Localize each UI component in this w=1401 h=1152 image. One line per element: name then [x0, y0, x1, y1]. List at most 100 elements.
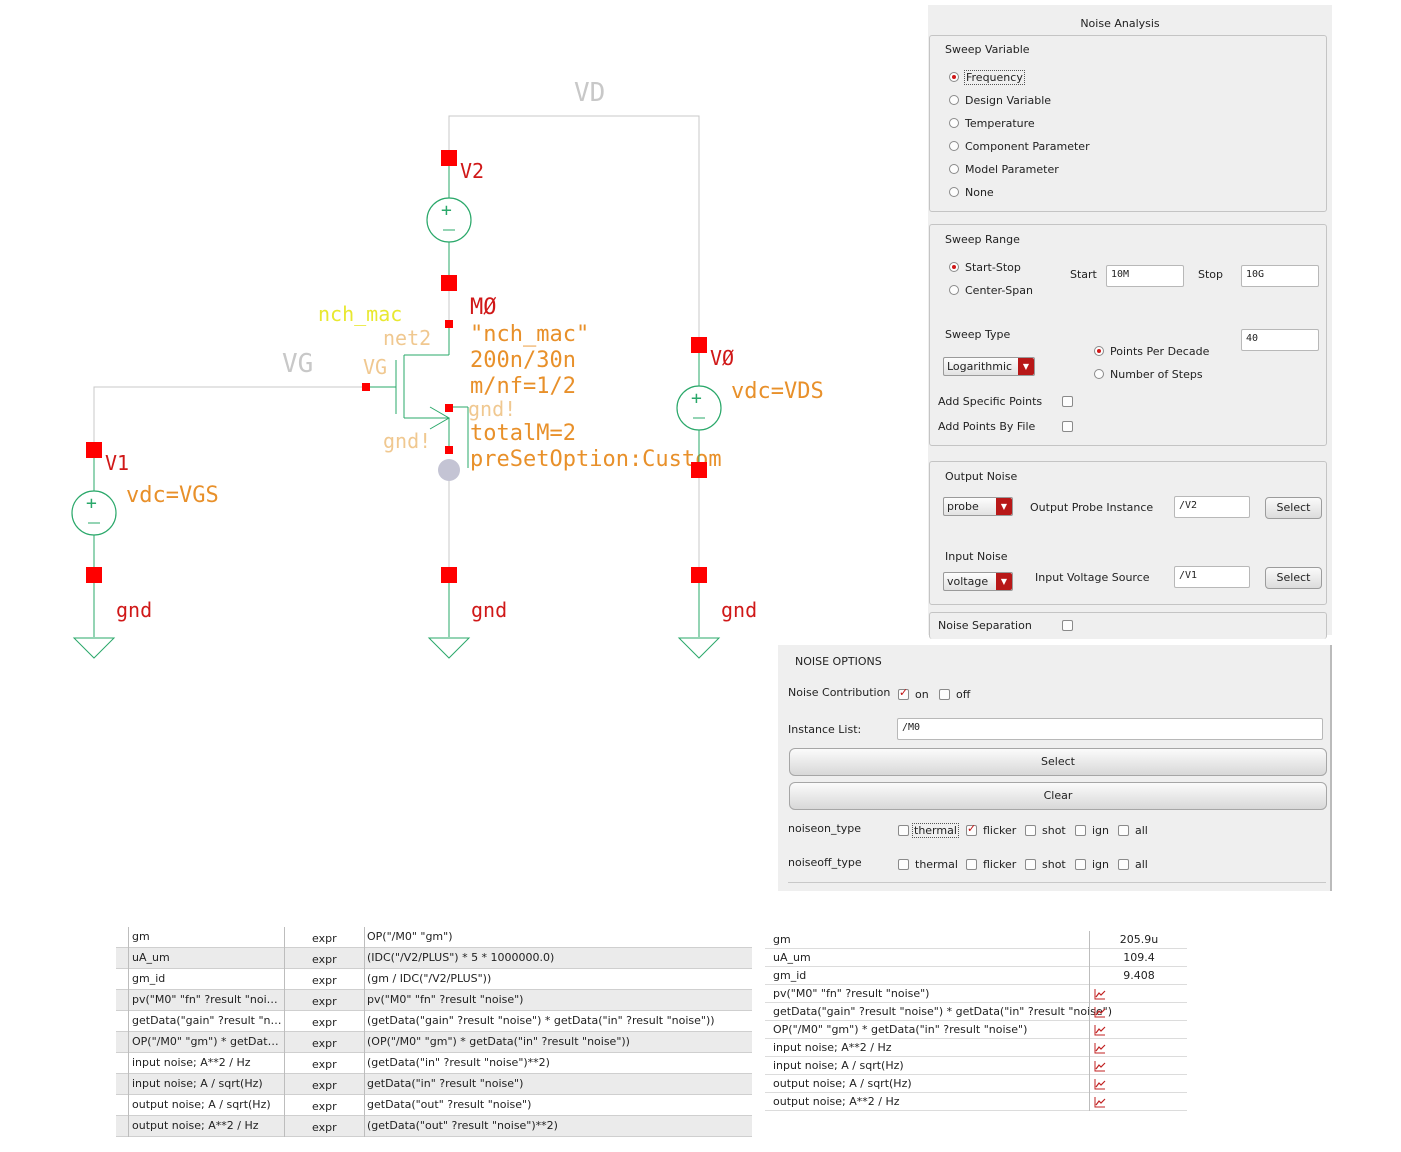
instance-clear-button[interactable]: Clear [789, 782, 1327, 810]
result-name-cell[interactable]: pv("M0" "fn" ?result "noise") [773, 987, 930, 1000]
input-source-select-button[interactable]: Select [1265, 567, 1322, 589]
checkbox-noiseon-shot[interactable] [1025, 825, 1036, 836]
label-design-variable[interactable]: Design Variable [965, 94, 1052, 107]
output-type-cell[interactable]: expr [312, 1121, 337, 1134]
instance-select-button[interactable]: Select [789, 748, 1327, 776]
output-probe-input[interactable]: /V2 [1174, 496, 1250, 518]
table-row[interactable]: uA_um expr (IDC("/V2/PLUS") * 5 * 1000000.… [116, 948, 752, 969]
output-expr-cell[interactable]: (IDC("/V2/PLUS") * 5 * 1000000.0) [367, 951, 555, 964]
table-row[interactable]: output noise; A**2 / Hz [765, 1093, 1187, 1111]
output-type-cell[interactable]: expr [312, 1037, 337, 1050]
checkbox-noiseoff-all[interactable] [1118, 859, 1129, 870]
start-input[interactable]: 10M [1106, 265, 1184, 287]
checkbox-noiseon-ign[interactable] [1075, 825, 1086, 836]
label-points-per-decade[interactable]: Points Per Decade [1110, 345, 1210, 358]
table-row[interactable]: gm 205.9u [765, 931, 1187, 949]
output-expr-cell[interactable]: (getData("out" ?result "noise")**2) [367, 1119, 558, 1132]
plot-icon[interactable] [1094, 988, 1106, 1000]
output-name-cell[interactable]: gm [132, 930, 150, 943]
radio-component-parameter[interactable] [949, 141, 959, 151]
plot-icon[interactable] [1094, 1078, 1106, 1090]
plot-icon[interactable] [1094, 1042, 1106, 1054]
table-row[interactable]: getData("gain" ?result "noise") * getDat… [765, 1003, 1187, 1021]
checkbox-noiseon-thermal[interactable] [898, 825, 909, 836]
checkbox-noiseoff-thermal[interactable] [898, 859, 909, 870]
pin-v0-top[interactable] [691, 337, 707, 353]
label-number-of-steps[interactable]: Number of Steps [1110, 368, 1203, 381]
ground-2[interactable]: gnd [427, 567, 507, 659]
source-v1[interactable]: + V1 vdc=VGS [71, 442, 219, 583]
label-start-stop[interactable]: Start-Stop [965, 261, 1021, 274]
checkbox-noise-separation[interactable] [1062, 620, 1073, 631]
output-expr-cell[interactable]: getData("out" ?result "noise") [367, 1098, 532, 1111]
plot-icon[interactable] [1094, 1060, 1106, 1072]
result-name-cell[interactable]: gm [773, 933, 791, 946]
radio-center-span[interactable] [949, 285, 959, 295]
source-v2[interactable]: + V2 [426, 150, 484, 291]
table-row[interactable]: input noise; A / sqrt(Hz) expr getData("in… [116, 1074, 752, 1095]
output-type-cell[interactable]: expr [312, 1016, 337, 1029]
table-row[interactable]: input noise; A / sqrt(Hz) [765, 1057, 1187, 1075]
plot-icon[interactable] [1094, 1006, 1106, 1018]
table-row[interactable]: OP("/M0" "gm") * getData("in" ?result "n… [765, 1021, 1187, 1039]
table-row[interactable]: OP("/M0" "gm") * getData("… expr (OP("/M0"… [116, 1032, 752, 1053]
sweep-type-select[interactable]: Logarithmic ▼ [943, 357, 1035, 376]
pin-m0-source[interactable] [445, 446, 453, 454]
output-expr-cell[interactable]: (gm / IDC("/V2/PLUS")) [367, 972, 492, 985]
ground-3[interactable]: gnd [677, 567, 757, 659]
label-temperature[interactable]: Temperature [965, 117, 1035, 130]
label-component-parameter[interactable]: Component Parameter [965, 140, 1090, 153]
checkbox-noiseon-flicker[interactable] [966, 822, 977, 836]
radio-frequency[interactable] [949, 72, 959, 82]
table-row[interactable]: uA_um 109.4 [765, 949, 1187, 967]
checkbox-contribution-off[interactable] [939, 689, 950, 700]
radio-model-parameter[interactable] [949, 164, 959, 174]
table-row[interactable]: output noise; A / sqrt(Hz) expr getData("o… [116, 1095, 752, 1116]
output-expr-cell[interactable]: (getData("in" ?result "noise")**2) [367, 1056, 550, 1069]
pin-m0-drain[interactable] [445, 320, 453, 328]
stop-input[interactable]: 10G [1241, 265, 1319, 287]
checkbox-noiseon-all[interactable] [1118, 825, 1129, 836]
table-row[interactable]: pv("M0" "fn" ?result "noise") [765, 985, 1187, 1003]
output-type-cell[interactable]: expr [312, 1058, 337, 1071]
ground-1[interactable]: gnd [72, 567, 152, 659]
output-type-cell[interactable]: expr [312, 974, 337, 987]
instance-list-input[interactable]: /M0 [897, 718, 1323, 740]
result-name-cell[interactable]: output noise; A**2 / Hz [773, 1095, 900, 1108]
label-model-parameter[interactable]: Model Parameter [965, 163, 1059, 176]
result-value-cell[interactable]: 109.4 [1123, 951, 1155, 964]
table-row[interactable]: input noise; A**2 / Hz [765, 1039, 1187, 1057]
output-type-cell[interactable]: expr [312, 995, 337, 1008]
output-expr-cell[interactable]: pv("M0" "fn" ?result "noise") [367, 993, 524, 1006]
output-expr-cell[interactable]: OP("/M0" "gm") [367, 930, 453, 943]
output-type-cell[interactable]: expr [312, 953, 337, 966]
checkbox-add-specific-points[interactable] [1062, 396, 1073, 407]
table-row[interactable]: gm expr OP("/M0" "gm") [116, 927, 752, 948]
radio-none[interactable] [949, 187, 959, 197]
input-noise-type-select[interactable]: voltage ▼ [943, 572, 1013, 591]
output-name-cell[interactable]: pv("M0" "fn" ?result "noise") [132, 993, 282, 1006]
schematic-canvas[interactable]: VD VG + V2 MØ nch_mac net2 VG gnd! gnd! [0, 0, 930, 700]
output-name-cell[interactable]: input noise; A**2 / Hz [132, 1056, 251, 1069]
radio-temperature[interactable] [949, 118, 959, 128]
checkbox-noiseoff-shot[interactable] [1025, 859, 1036, 870]
output-expr-cell[interactable]: (getData("gain" ?result "noise") * getDa… [367, 1014, 715, 1027]
pin-v1-top[interactable] [86, 442, 102, 458]
label-frequency[interactable]: Frequency [964, 70, 1025, 85]
output-name-cell[interactable]: getData("gain" ?result "noi… [132, 1014, 282, 1027]
label-center-span[interactable]: Center-Span [965, 284, 1033, 297]
outputs-table[interactable]: gm expr OP("/M0" "gm") uA_um expr (IDC("/V2/P… [116, 927, 752, 1139]
result-name-cell[interactable]: input noise; A / sqrt(Hz) [773, 1059, 904, 1072]
output-name-cell[interactable]: input noise; A / sqrt(Hz) [132, 1077, 263, 1090]
pin-m0-gate[interactable] [362, 383, 370, 391]
checkbox-noiseoff-flicker[interactable] [966, 859, 977, 870]
label-none[interactable]: None [965, 186, 994, 199]
plot-icon[interactable] [1094, 1096, 1106, 1108]
output-name-cell[interactable]: output noise; A**2 / Hz [132, 1119, 259, 1132]
checkbox-add-points-by-file[interactable] [1062, 421, 1073, 432]
source-v0[interactable]: + VØ vdc=VDS [676, 337, 824, 478]
transistor-m0[interactable]: MØ nch_mac net2 VG gnd! gnd! "nch_mac" 2… [318, 295, 722, 481]
table-row[interactable]: getData("gain" ?result "noi… expr (getData… [116, 1011, 752, 1032]
output-type-cell[interactable]: expr [312, 1079, 337, 1092]
radio-design-variable[interactable] [949, 95, 959, 105]
